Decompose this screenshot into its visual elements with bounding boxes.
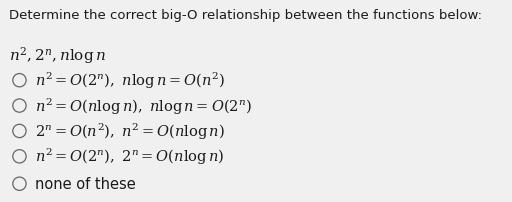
Text: $n^2 = O(2^n),\ 2^n = O(n\log n)$: $n^2 = O(2^n),\ 2^n = O(n\log n)$ (35, 146, 224, 167)
Text: none of these: none of these (35, 176, 136, 191)
Text: $2^n = O(n^2),\ n^2 = O(n\log n)$: $2^n = O(n^2),\ n^2 = O(n\log n)$ (35, 121, 225, 141)
Text: $n^2 = O(2^n),\ n\log n = O(n^2)$: $n^2 = O(2^n),\ n\log n = O(n^2)$ (35, 71, 225, 91)
Text: $n^2, 2^n, n\log n$: $n^2, 2^n, n\log n$ (9, 44, 106, 65)
Text: Determine the correct big-O relationship between the functions below:: Determine the correct big-O relationship… (9, 9, 482, 22)
Text: $n^2 = O(n\log n),\ n\log n = O(2^n)$: $n^2 = O(n\log n),\ n\log n = O(2^n)$ (35, 96, 251, 116)
